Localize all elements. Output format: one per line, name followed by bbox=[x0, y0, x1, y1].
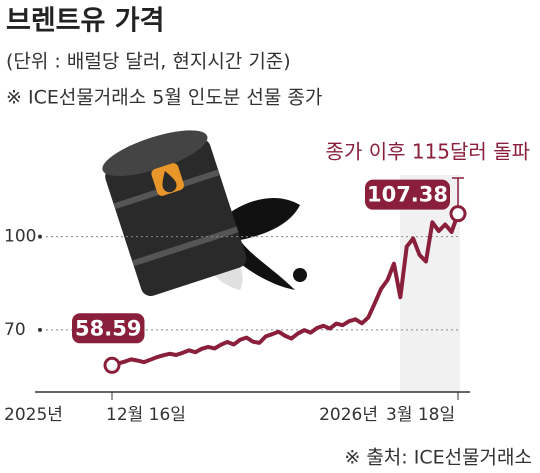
value-label-box bbox=[365, 179, 450, 210]
x-tick-label: 3월 18일 bbox=[386, 405, 455, 425]
source: ※ 출처: ICE선물거래소 bbox=[344, 447, 532, 469]
data-line bbox=[111, 213, 460, 368]
value-label: 58.59 bbox=[75, 316, 141, 340]
barrel-illustration bbox=[102, 130, 307, 296]
chart-title: 브렌트유 가격 bbox=[6, 6, 164, 37]
y-tick-label: 100 bbox=[4, 227, 36, 247]
value-label: 107.38 bbox=[367, 183, 448, 207]
end-point bbox=[449, 205, 467, 223]
x-year-label: 2026년 bbox=[319, 405, 378, 425]
x-year-label: 2025년 bbox=[4, 405, 63, 425]
y-tick-label: 70 bbox=[4, 320, 26, 340]
annotation: 종가 이후 115달러 돌파 bbox=[326, 140, 530, 164]
end-point bbox=[103, 356, 121, 374]
chart-note: ※ ICE선물거래소 5월 인도분 선물 종가 bbox=[6, 87, 322, 109]
value-label-box bbox=[72, 313, 145, 344]
y-tick-dot bbox=[38, 327, 42, 332]
x-tick-label: 12월 16일 bbox=[106, 405, 186, 425]
y-tick-dot bbox=[38, 234, 42, 239]
chart-subtitle: (단위 : 배럴당 달러, 현지시간 기준) bbox=[6, 51, 291, 73]
